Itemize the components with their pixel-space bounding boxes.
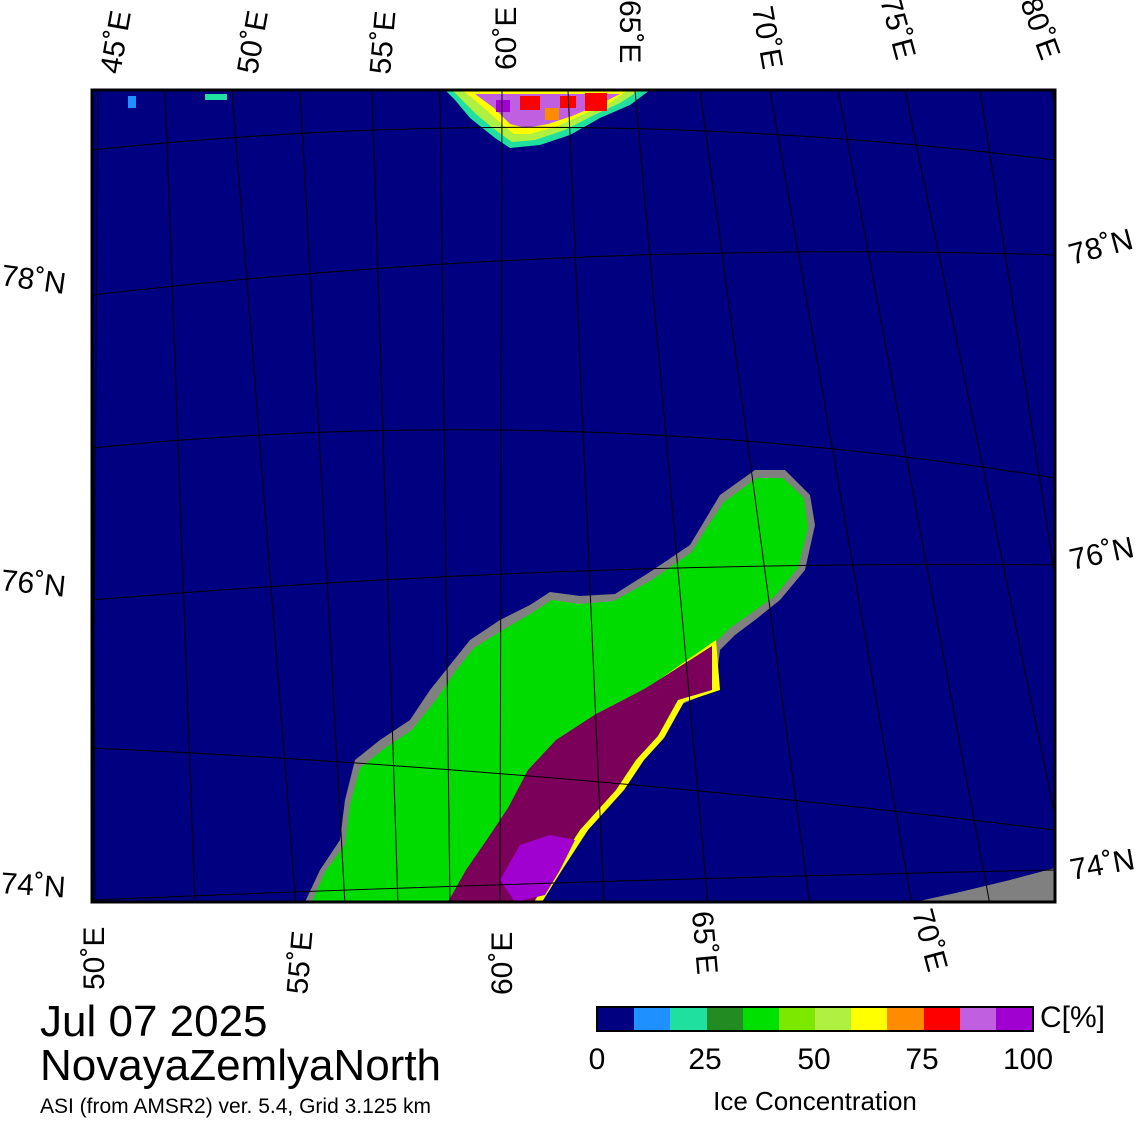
bottom-lon-labels: 50˚E 55˚E 60˚E 65˚E 70˚E (78, 905, 954, 995)
colorbar-segment (778, 1008, 816, 1030)
colorbar-segment (995, 1008, 1033, 1030)
colorbar-tick: 0 (588, 1043, 606, 1076)
island-land (312, 478, 808, 902)
top-lon-label: 45˚E (94, 8, 138, 76)
left-lat-label: 76˚N (0, 564, 67, 604)
bottom-lon-label: 70˚E (905, 905, 953, 975)
map-frame (90, 88, 1057, 904)
top-lon-label: 65˚E (613, 0, 646, 63)
colorbar-segment (887, 1008, 924, 1030)
bottom-lon-label: 55˚E (281, 930, 319, 996)
colorbar-unit: C[%] (1040, 1001, 1106, 1034)
top-lon-label: 55˚E (364, 10, 402, 76)
top-lon-label: 80˚E (1013, 0, 1066, 64)
island-ice-purple-patch (500, 835, 575, 902)
colorbar-title: Ice Concentration (713, 1086, 917, 1116)
right-lat-label: 76˚N (1067, 531, 1137, 577)
graticule (92, 90, 1055, 902)
colorbar-segment (851, 1008, 888, 1030)
island-ice-region (448, 646, 712, 902)
colorbar-tick: 100 (1002, 1043, 1054, 1076)
colorbar-segment (923, 1008, 960, 1030)
bottom-lon-label: 50˚E (78, 927, 111, 990)
colorbar-segment (742, 1008, 779, 1030)
bottom-lon-label: 60˚E (486, 932, 519, 995)
colorbar-segment (598, 1008, 635, 1030)
top-lon-label: 70˚E (745, 3, 789, 71)
colorbar (596, 1006, 1034, 1032)
top-lon-label: 75˚E (873, 0, 921, 63)
colorbar-segment (959, 1008, 996, 1030)
right-lat-label: 74˚N (1067, 843, 1137, 887)
right-lat-label: 78˚N (1065, 223, 1136, 272)
date-label: Jul 07 2025 (40, 997, 268, 1046)
left-lat-label: 78˚N (0, 259, 68, 301)
product-label: ASI (from AMSR2) ver. 5.4, Grid 3.125 km (40, 1095, 431, 1118)
sea-ice-edge-north (128, 90, 650, 148)
mainland-coast-patch (915, 868, 1055, 902)
region-label: NovayaZemlyaNorth (40, 1041, 442, 1090)
right-lat-labels: 78˚N 76˚N 74˚N (1065, 223, 1137, 887)
colorbar-segment (815, 1008, 852, 1030)
top-lon-label: 60˚E (490, 7, 523, 70)
colorbar-segment (706, 1008, 743, 1030)
top-lon-label: 50˚E (231, 8, 275, 76)
colorbar-segment (670, 1008, 707, 1030)
left-lat-label: 74˚N (0, 867, 67, 904)
colorbar-tick: 50 (797, 1043, 831, 1076)
left-lat-labels: 78˚N 76˚N 74˚N (0, 259, 68, 904)
colorbar-segment (634, 1008, 671, 1030)
colorbar-tick: 25 (688, 1043, 722, 1076)
colorbar-tick: 75 (905, 1043, 939, 1076)
top-lon-labels: 45˚E 50˚E 55˚E 60˚E 65˚E 70˚E 75˚E 80˚E (94, 0, 1066, 76)
bottom-lon-label: 65˚E (685, 910, 723, 976)
